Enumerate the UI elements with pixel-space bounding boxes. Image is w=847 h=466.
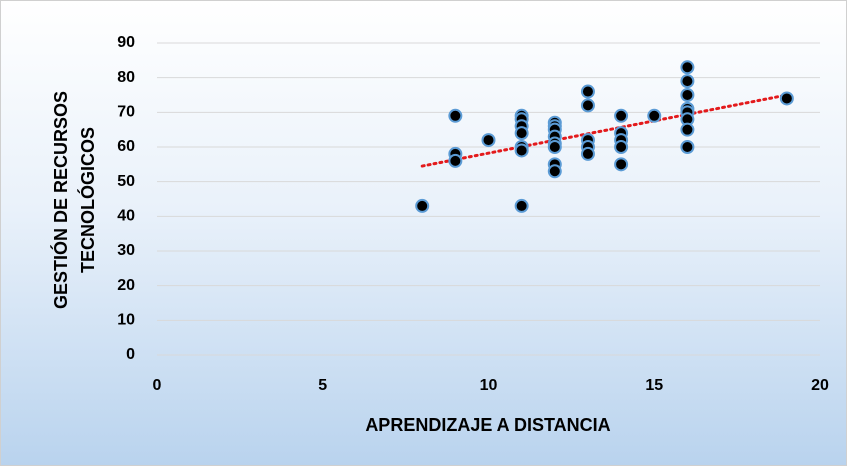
scatter-point bbox=[680, 88, 695, 102]
y-tick-label: 80 bbox=[117, 69, 135, 86]
scatter-point bbox=[614, 108, 629, 123]
y-tick-label: 30 bbox=[117, 242, 135, 259]
scatter-point bbox=[614, 140, 629, 154]
scatter-point bbox=[448, 108, 463, 123]
scatter-point bbox=[514, 143, 529, 158]
scatter-point bbox=[779, 91, 794, 106]
scatter-point bbox=[647, 108, 662, 123]
scatter-point bbox=[580, 98, 595, 113]
x-tick-label: 5 bbox=[318, 377, 327, 394]
scatter-point bbox=[680, 140, 695, 154]
x-tick-label: 10 bbox=[480, 377, 498, 394]
y-tick-label: 10 bbox=[117, 312, 135, 329]
scatter-point bbox=[580, 146, 595, 161]
scatter-point bbox=[547, 164, 562, 179]
scatter-point bbox=[614, 157, 629, 172]
y-axis-title: GESTIÓN DE RECURSOS bbox=[50, 91, 71, 309]
y-tick-label: 60 bbox=[117, 138, 135, 155]
scatter-point bbox=[680, 74, 695, 89]
y-tick-label: 70 bbox=[117, 104, 135, 121]
x-tick-label: 20 bbox=[811, 377, 829, 394]
scatter-point bbox=[680, 122, 695, 137]
y-tick-label: 90 bbox=[117, 34, 135, 51]
scatter-point bbox=[680, 60, 695, 75]
x-axis-title: APRENDIZAJE A DISTANCIA bbox=[365, 415, 610, 435]
trendline bbox=[420, 93, 789, 168]
x-tick-label: 15 bbox=[645, 377, 663, 394]
y-tick-label: 0 bbox=[126, 346, 135, 363]
y-tick-label: 50 bbox=[117, 173, 135, 190]
scatter-point bbox=[415, 198, 430, 213]
scatter-point bbox=[580, 84, 595, 99]
scatter-point bbox=[547, 140, 562, 154]
scatter-point bbox=[448, 153, 463, 168]
scatter-point bbox=[514, 198, 529, 213]
y-tick-label: 40 bbox=[117, 208, 135, 225]
scatter-point bbox=[514, 126, 529, 141]
y-axis-title: TECNOLÓGICOS bbox=[77, 127, 98, 273]
y-tick-label: 20 bbox=[117, 277, 135, 294]
x-tick-label: 0 bbox=[153, 377, 162, 394]
scatter-point bbox=[481, 133, 496, 148]
